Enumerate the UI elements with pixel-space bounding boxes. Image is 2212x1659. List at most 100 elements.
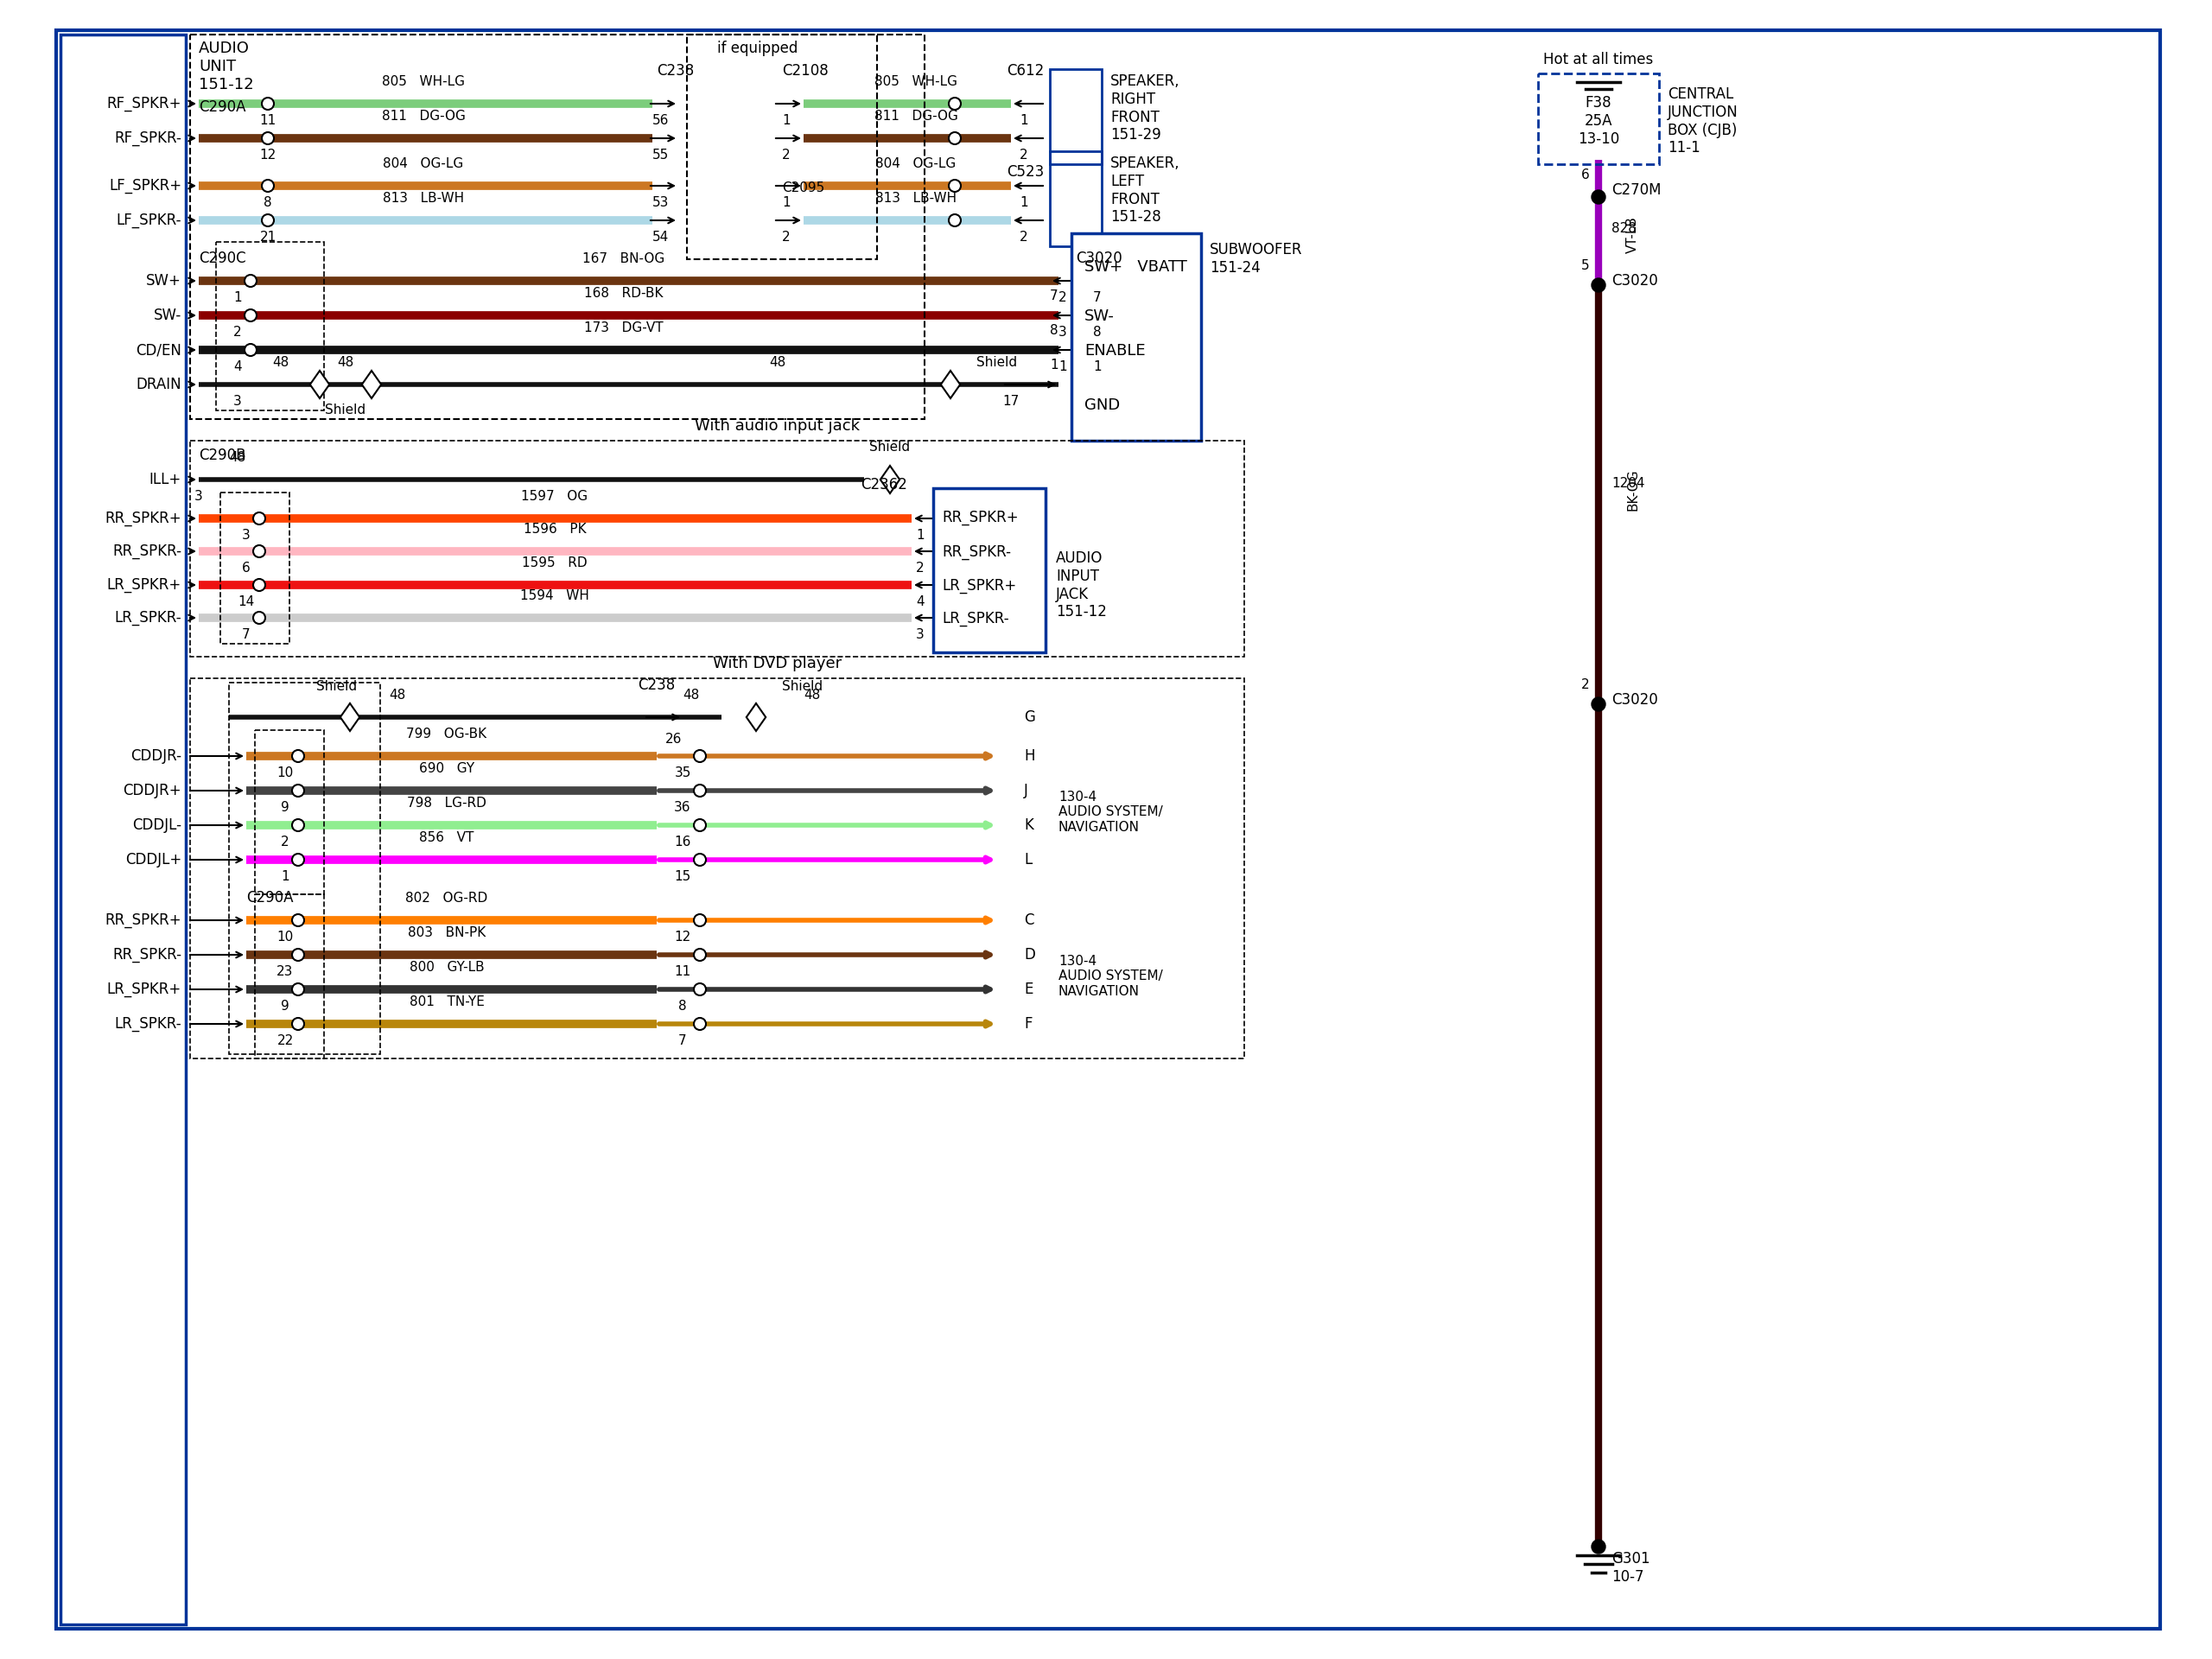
Text: 1204: 1204 <box>1613 478 1646 489</box>
Text: 803   BN-PK: 803 BN-PK <box>407 926 487 939</box>
Circle shape <box>292 914 305 926</box>
Text: 1597   OG: 1597 OG <box>522 489 588 503</box>
Text: C3020: C3020 <box>1075 251 1121 265</box>
FancyBboxPatch shape <box>933 488 1046 652</box>
Text: 1: 1 <box>916 529 925 542</box>
Text: 173   DG-VT: 173 DG-VT <box>584 322 664 335</box>
Circle shape <box>246 343 257 357</box>
Text: CDDJL+: CDDJL+ <box>126 853 181 868</box>
Text: Shield: Shield <box>869 441 911 453</box>
Text: 26: 26 <box>666 733 681 745</box>
Circle shape <box>695 984 706 995</box>
Text: 1: 1 <box>1093 360 1102 373</box>
Text: Hot at all times: Hot at all times <box>1544 51 1655 68</box>
Text: GND: GND <box>1084 398 1119 413</box>
Text: CDDJL-: CDDJL- <box>133 818 181 833</box>
Text: With DVD player: With DVD player <box>712 655 843 672</box>
Text: 2: 2 <box>1060 292 1066 304</box>
Text: 2: 2 <box>1020 231 1029 244</box>
Text: Shield: Shield <box>316 680 358 693</box>
Text: CENTRAL
JUNCTION
BOX (CJB)
11-1: CENTRAL JUNCTION BOX (CJB) 11-1 <box>1668 86 1739 156</box>
Text: G301
10-7: G301 10-7 <box>1613 1551 1650 1584</box>
Text: C2095: C2095 <box>783 181 825 194</box>
Text: L: L <box>1024 853 1033 868</box>
Text: 48: 48 <box>230 451 246 465</box>
Text: 804   OG-LG: 804 OG-LG <box>876 158 956 171</box>
Text: 1: 1 <box>1020 196 1029 209</box>
Circle shape <box>292 854 305 866</box>
Text: 10: 10 <box>276 766 294 780</box>
Text: 811   DG-OG: 811 DG-OG <box>380 109 465 123</box>
Text: 21: 21 <box>259 231 276 244</box>
Text: 4: 4 <box>916 596 925 609</box>
Text: AUDIO
INPUT
JACK
151-12: AUDIO INPUT JACK 151-12 <box>1055 551 1106 620</box>
Text: 48: 48 <box>770 357 785 368</box>
Text: J: J <box>1024 783 1029 798</box>
Text: 10: 10 <box>276 931 294 944</box>
Text: C2108: C2108 <box>783 63 830 78</box>
Text: 5: 5 <box>1582 259 1590 272</box>
Text: ENABLE: ENABLE <box>1084 343 1146 358</box>
Text: C612: C612 <box>1006 63 1044 78</box>
Text: Shield: Shield <box>783 680 823 693</box>
Text: 805   WH-LG: 805 WH-LG <box>874 75 958 88</box>
Text: 802   OG-RD: 802 OG-RD <box>405 893 489 904</box>
Circle shape <box>1593 279 1606 292</box>
Polygon shape <box>341 703 361 732</box>
Text: RR_SPKR+: RR_SPKR+ <box>104 511 181 526</box>
Text: LR_SPKR+: LR_SPKR+ <box>106 982 181 997</box>
Text: C3020: C3020 <box>1613 274 1659 289</box>
Circle shape <box>292 984 305 995</box>
Text: 800   GY-LB: 800 GY-LB <box>409 961 484 974</box>
Text: 2: 2 <box>1020 149 1029 161</box>
Text: 8: 8 <box>1093 325 1102 338</box>
Circle shape <box>695 949 706 961</box>
Text: 2: 2 <box>783 231 790 244</box>
Text: 3: 3 <box>241 529 250 542</box>
Text: 8: 8 <box>679 1000 686 1012</box>
Text: 2: 2 <box>1582 679 1590 692</box>
Text: 811   DG-OG: 811 DG-OG <box>874 109 958 123</box>
Text: 1596   PK: 1596 PK <box>524 523 586 536</box>
Circle shape <box>261 98 274 109</box>
Text: 7: 7 <box>241 629 250 640</box>
Text: RR_SPKR-: RR_SPKR- <box>113 947 181 962</box>
Text: 690   GY: 690 GY <box>418 761 473 775</box>
Text: SW-: SW- <box>1084 309 1115 324</box>
Text: 48: 48 <box>336 357 354 368</box>
Text: 3: 3 <box>234 395 241 408</box>
Text: 1: 1 <box>1051 358 1057 372</box>
Text: 11: 11 <box>675 966 690 979</box>
Text: 801   TN-YE: 801 TN-YE <box>409 995 484 1009</box>
Circle shape <box>246 309 257 322</box>
Circle shape <box>292 820 305 831</box>
Text: 6: 6 <box>241 562 250 574</box>
Text: 2: 2 <box>234 325 241 338</box>
Text: 804   OG-LG: 804 OG-LG <box>383 158 465 171</box>
Text: 53: 53 <box>653 196 670 209</box>
Text: With audio input jack: With audio input jack <box>695 418 860 433</box>
Polygon shape <box>880 466 900 493</box>
Text: 167   BN-OG: 167 BN-OG <box>582 252 666 265</box>
Text: CDDJR-: CDDJR- <box>131 748 181 763</box>
Circle shape <box>292 949 305 961</box>
Text: 22: 22 <box>276 1034 294 1047</box>
Text: 12: 12 <box>675 931 690 944</box>
Text: DRAIN: DRAIN <box>135 377 181 392</box>
Text: 7: 7 <box>1051 289 1057 302</box>
Text: 1594   WH: 1594 WH <box>520 589 588 602</box>
Circle shape <box>949 98 960 109</box>
Text: Shield: Shield <box>975 357 1018 368</box>
Text: RR_SPKR+: RR_SPKR+ <box>942 509 1018 526</box>
Circle shape <box>252 579 265 591</box>
Text: 1: 1 <box>281 869 290 883</box>
Text: F: F <box>1024 1015 1033 1032</box>
Text: 6: 6 <box>1582 169 1590 181</box>
Text: VT-LB: VT-LB <box>1626 217 1639 254</box>
Text: BK-OG: BK-OG <box>1626 469 1639 511</box>
Circle shape <box>1593 1540 1606 1553</box>
Circle shape <box>695 1019 706 1030</box>
Text: 36: 36 <box>675 801 690 815</box>
Text: C290A: C290A <box>199 100 246 114</box>
Text: 9: 9 <box>281 1000 290 1012</box>
